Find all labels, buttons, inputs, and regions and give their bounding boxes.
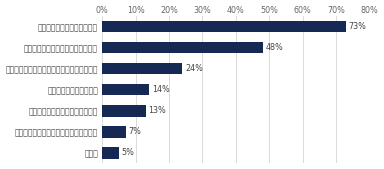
Text: 13%: 13% — [148, 106, 166, 115]
Text: 48%: 48% — [265, 43, 283, 52]
Text: 73%: 73% — [349, 22, 367, 31]
Text: 24%: 24% — [185, 64, 203, 73]
Bar — [102, 21, 346, 32]
Bar — [102, 147, 119, 159]
Text: 5%: 5% — [122, 148, 134, 157]
Bar — [102, 42, 263, 53]
Bar — [102, 126, 126, 138]
Bar — [102, 105, 146, 117]
Text: 7%: 7% — [128, 127, 141, 136]
Text: 14%: 14% — [152, 85, 169, 94]
Bar — [102, 84, 149, 95]
Bar — [102, 63, 182, 74]
